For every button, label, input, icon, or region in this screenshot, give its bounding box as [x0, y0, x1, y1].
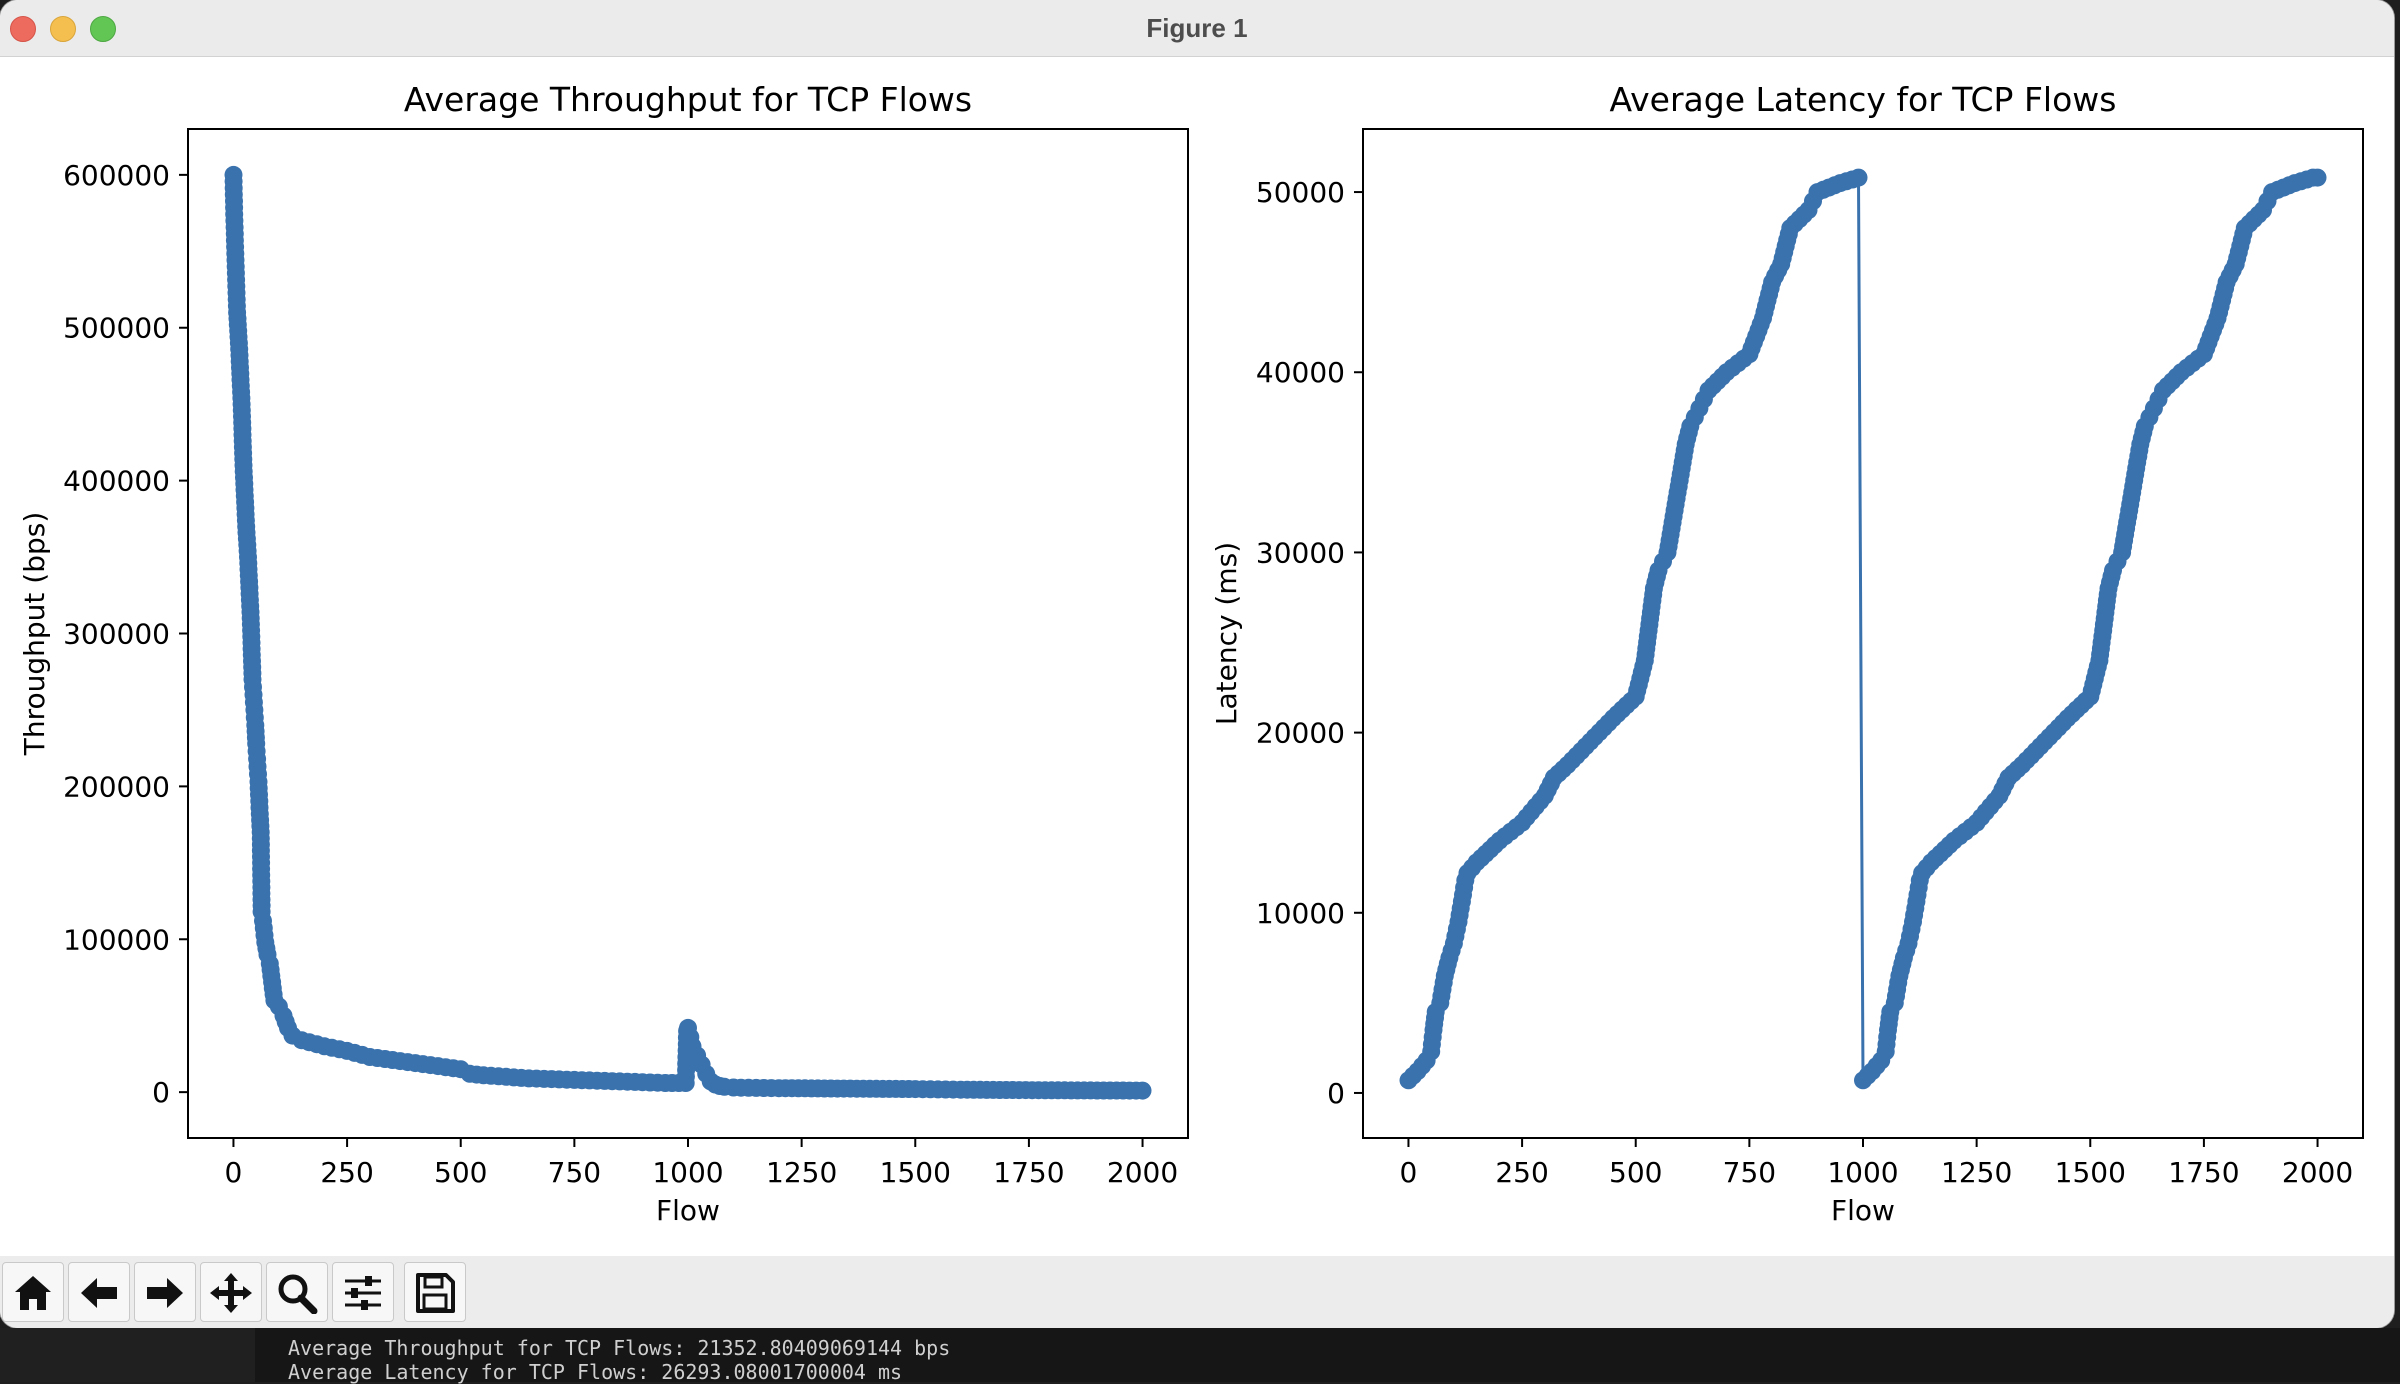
chart2-x-tick-label: 1000: [1827, 1156, 1898, 1189]
chart2-series-line: [1407, 175, 2318, 1084]
chart2-y-tick-label: 50000: [1256, 176, 1345, 209]
chart1-y-tick-label: 0: [152, 1076, 170, 1109]
chart1-x-tick-label: 500: [434, 1156, 487, 1189]
window-title: Figure 1: [1146, 13, 1248, 43]
navigation-toolbar: [0, 1256, 2394, 1328]
home-button[interactable]: [2, 1262, 64, 1322]
chart2-y-tick-label: 10000: [1256, 897, 1345, 930]
chart1-x-tick-label: 0: [225, 1156, 243, 1189]
figure-canvas[interactable]: Average Throughput for TCP Flows 0 250 500 7…: [0, 57, 2394, 1256]
chart2-x-tick-label: 1750: [2168, 1156, 2239, 1189]
chart1-data-point: [1133, 1081, 1152, 1100]
chart1-x-tick-label: 250: [320, 1156, 373, 1189]
chart2-data-point: [1849, 168, 1868, 187]
chart1-x-tick-label: 1000: [652, 1156, 723, 1189]
chart2-x-tick-label: 1250: [1941, 1156, 2012, 1189]
chart2-x-tick-label: 750: [1723, 1156, 1776, 1189]
chart2-x-tick-label: 0: [1400, 1156, 1418, 1189]
back-button[interactable]: [68, 1262, 130, 1322]
chart1-axes-frame: [187, 128, 1189, 1139]
chart2-x-tick-label: 2000: [2282, 1156, 2353, 1189]
chart1-y-tick-label: 200000: [63, 770, 170, 803]
save-floppy-icon: [416, 1273, 455, 1313]
close-window-button[interactable]: [10, 16, 36, 42]
save-button[interactable]: [404, 1262, 466, 1322]
zoom-button[interactable]: [266, 1262, 328, 1322]
chart1-y-axis-label: Throughput (bps): [18, 512, 51, 757]
maximize-window-button[interactable]: [90, 16, 116, 42]
chart2-y-tick-label: 0: [1327, 1077, 1345, 1110]
chart2-y-tick-label: 40000: [1256, 356, 1345, 389]
chart2-title: Average Latency for TCP Flows: [1610, 80, 2117, 119]
chart2-y-axis-label: Latency (ms): [1210, 542, 1243, 725]
back-arrow-icon: [81, 1278, 117, 1308]
chart1-y-tick-label: 300000: [63, 618, 170, 651]
minimize-window-button[interactable]: [50, 16, 76, 42]
chart1-y-tick-label: 100000: [63, 923, 170, 956]
chart1-y-tick-label: 500000: [63, 312, 170, 345]
chart1-x-tick-label: 750: [548, 1156, 601, 1189]
figure-window: Figure 1 Average Throughput for TCP Flow…: [0, 0, 2394, 1328]
pan-move-icon: [210, 1273, 252, 1313]
chart2-x-tick-label: 1500: [2055, 1156, 2126, 1189]
zoom-magnifier-icon: [278, 1274, 318, 1314]
forward-arrow-icon: [147, 1278, 183, 1308]
chart1-y-tick-label: 400000: [63, 465, 170, 498]
chart2-y-tick-label: 20000: [1256, 717, 1345, 750]
pan-button[interactable]: [200, 1262, 262, 1322]
chart1-x-tick-label: 1250: [766, 1156, 837, 1189]
chart2-x-tick-label: 250: [1495, 1156, 1548, 1189]
chart1-y-tick-label: 600000: [63, 159, 170, 192]
terminal-gutter: [0, 1328, 255, 1382]
terminal-line-latency: Average Latency for TCP Flows: 26293.080…: [288, 1360, 903, 1384]
title-bar[interactable]: Figure 1: [0, 0, 2394, 57]
chart2-data-point: [2308, 168, 2327, 187]
chart1-x-tick-label: 1500: [880, 1156, 951, 1189]
chart2-x-tick-label: 500: [1609, 1156, 1662, 1189]
chart1-title: Average Throughput for TCP Flows: [404, 80, 972, 119]
terminal-line-throughput: Average Throughput for TCP Flows: 21352.…: [288, 1336, 951, 1360]
terminal-output: Average Throughput for TCP Flows: 21352.…: [0, 1328, 2400, 1384]
configure-subplots-icon: [345, 1276, 381, 1310]
chart1-x-axis-label: Flow: [656, 1194, 720, 1227]
chart1-x-tick-label: 2000: [1107, 1156, 1178, 1189]
home-icon: [15, 1276, 51, 1310]
chart2-y-tick-label: 30000: [1256, 536, 1345, 569]
configure-subplots-button[interactable]: [332, 1262, 394, 1322]
chart1-series-line: [232, 174, 1143, 1093]
forward-button[interactable]: [134, 1262, 196, 1322]
chart1-x-tick-label: 1750: [993, 1156, 1064, 1189]
chart2-x-axis-label: Flow: [1831, 1194, 1895, 1227]
